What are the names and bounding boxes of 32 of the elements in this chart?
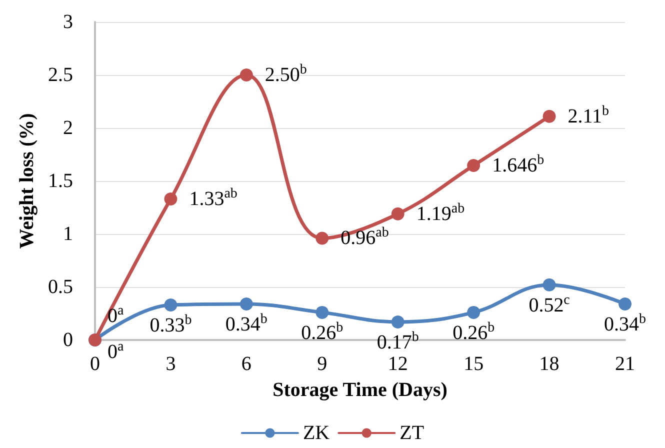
point <box>391 315 404 328</box>
y-tick-label: 2 <box>63 117 73 139</box>
point <box>467 306 480 319</box>
y-tick-label: 0 <box>63 329 73 351</box>
legend-label: ZT <box>400 422 424 444</box>
x-tick-label: 15 <box>464 353 484 375</box>
point <box>542 278 556 292</box>
y-tick-label: 1 <box>63 223 73 245</box>
y-tick-label: 2.5 <box>48 64 73 86</box>
y-tick-label: 3 <box>63 11 73 33</box>
point <box>316 306 329 319</box>
point <box>316 232 329 245</box>
point <box>542 110 556 123</box>
x-tick-label: 21 <box>615 353 635 375</box>
y-tick-label: 1.5 <box>48 170 73 192</box>
x-tick-label: 12 <box>388 353 408 375</box>
point <box>164 192 178 206</box>
point <box>467 159 480 172</box>
x-tick-label: 3 <box>166 353 176 375</box>
x-tick-label: 6 <box>241 353 252 375</box>
y-axis-title: Weight loss (%) <box>16 113 38 249</box>
point <box>391 207 404 220</box>
x-axis-title: Storage Time (Days) <box>272 379 448 401</box>
point <box>618 297 632 310</box>
point <box>240 297 253 310</box>
y-tick-label: 0.5 <box>48 276 73 298</box>
point <box>240 68 253 82</box>
x-tick-label: 0 <box>90 353 100 375</box>
legend-label: ZK <box>302 422 330 444</box>
point <box>164 298 178 312</box>
x-tick-label: 18 <box>539 353 560 375</box>
x-tick-label: 9 <box>317 353 328 375</box>
